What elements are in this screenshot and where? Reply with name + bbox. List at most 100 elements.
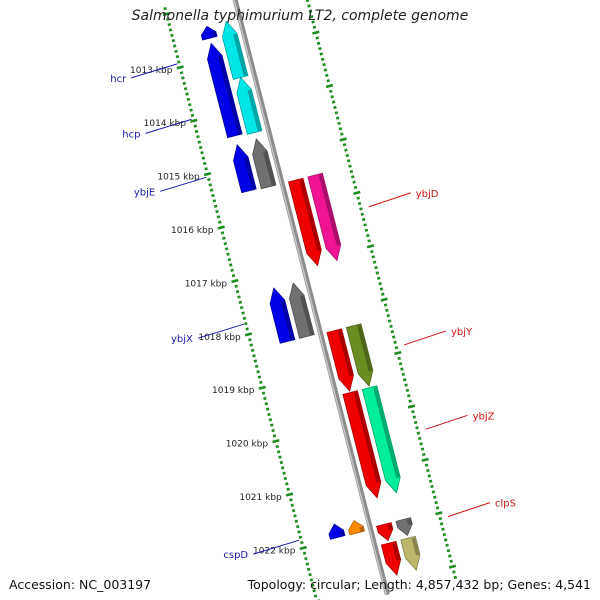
minor-tick-forward <box>353 185 358 190</box>
accession-value: NC_003197 <box>79 577 152 592</box>
major-tick-forward <box>421 457 429 462</box>
minor-tick-forward <box>449 559 453 563</box>
gene-ybjY-olive[interactable] <box>345 323 374 387</box>
major-tick-reverse <box>176 65 184 70</box>
minor-tick-forward <box>319 52 324 56</box>
gene-shade-ybjD <box>299 179 322 251</box>
gene-ybjZ-green[interactable] <box>361 385 401 494</box>
gene-label-cspD-blue[interactable]: cspD <box>223 550 248 561</box>
kbp-label: 1018 kbp <box>198 333 241 343</box>
minor-tick-forward <box>335 116 340 120</box>
minor-tick-reverse <box>163 6 167 11</box>
minor-tick-reverse <box>201 156 206 160</box>
minor-tick-forward <box>413 420 418 425</box>
kbp-label: 1021 kbp <box>239 493 282 503</box>
gene-label-clpS[interactable]: clpS <box>495 499 516 510</box>
major-tick-forward <box>394 350 402 356</box>
sequence-backbone <box>232 0 390 596</box>
minor-tick-forward <box>338 127 343 131</box>
gene-label-hcp-cyan[interactable]: hcp <box>122 129 140 140</box>
minor-tick-reverse <box>194 129 199 134</box>
minor-tick-forward <box>424 463 429 467</box>
minor-tick-forward <box>344 148 348 152</box>
minor-tick-forward <box>397 356 401 361</box>
minor-tick-reverse <box>309 578 314 582</box>
major-tick-reverse <box>258 385 266 390</box>
gene-ybjZ[interactable] <box>342 390 382 499</box>
minor-tick-reverse <box>185 92 189 96</box>
minor-tick-reverse <box>278 455 282 459</box>
minor-tick-forward <box>329 89 333 94</box>
minor-tick-reverse <box>297 530 301 534</box>
minor-tick-forward <box>331 100 336 104</box>
minor-tick-reverse <box>306 567 311 571</box>
minor-tick-forward <box>445 543 449 547</box>
gene-shade-ybjY <box>337 329 354 377</box>
gene-ybjD[interactable] <box>288 177 322 267</box>
minor-tick-forward <box>376 276 381 280</box>
minor-tick-reverse <box>248 338 252 342</box>
minor-tick-reverse <box>244 322 248 326</box>
minor-tick-reverse <box>280 466 285 470</box>
minor-tick-reverse <box>241 311 245 315</box>
minor-tick-reverse <box>171 39 176 43</box>
gene-label-ybjY[interactable]: ybjY <box>451 327 473 338</box>
minor-tick-forward <box>400 367 404 371</box>
minor-tick-forward <box>307 4 311 8</box>
minor-tick-forward <box>363 223 367 227</box>
minor-tick-reverse <box>256 370 260 374</box>
gene-shade-hcp <box>218 55 243 135</box>
minor-tick-forward <box>438 516 443 521</box>
topology-label: Topology: <box>247 577 307 592</box>
gene-shade-ybjE <box>263 150 276 187</box>
minor-tick-forward <box>407 394 411 398</box>
minor-tick-reverse <box>174 49 178 53</box>
minor-tick-reverse <box>197 140 202 144</box>
minor-tick-reverse <box>310 583 315 587</box>
gene-label-ybjX[interactable]: ybjX <box>171 334 193 345</box>
minor-tick-forward <box>446 548 451 553</box>
minor-tick-forward <box>401 372 406 377</box>
minor-tick-forward <box>350 175 355 179</box>
minor-tick-forward <box>435 506 440 510</box>
major-tick-reverse <box>244 332 253 337</box>
minor-tick-forward <box>441 527 445 531</box>
gene-ybjY[interactable] <box>326 328 354 392</box>
feature-layer <box>200 20 421 577</box>
minor-tick-forward <box>346 159 351 163</box>
major-tick-reverse <box>285 492 294 497</box>
minor-tick-forward <box>348 164 352 168</box>
major-tick-forward <box>448 564 457 569</box>
gene-shade-cspD <box>359 526 365 533</box>
minor-tick-forward <box>404 383 408 387</box>
label-leader-cspD-blue <box>252 539 300 555</box>
minor-tick-reverse <box>212 199 217 203</box>
kbp-label: 1019 kbp <box>212 386 255 396</box>
gene-label-ybjZ[interactable]: ybjZ <box>473 411 495 422</box>
minor-tick-reverse <box>172 44 177 48</box>
minor-tick-reverse <box>295 524 300 529</box>
kbp-label: 1013 kbp <box>130 66 173 76</box>
gene-ybjD-pink[interactable] <box>307 172 342 262</box>
minor-tick-forward <box>361 217 366 222</box>
minor-tick-forward <box>386 314 391 318</box>
minor-tick-reverse <box>252 354 256 358</box>
minor-tick-forward <box>370 249 374 254</box>
major-tick-reverse <box>217 225 225 230</box>
minor-tick-forward <box>318 47 322 51</box>
gene-shade-clpA <box>392 542 401 561</box>
gene-shade-clpS-grey <box>406 518 413 526</box>
label-leader-ybjD <box>368 192 411 208</box>
minor-tick-forward <box>374 265 378 270</box>
gene-label-ybjE[interactable]: ybjE <box>134 187 155 198</box>
gene-label-hcr[interactable]: hcr <box>110 74 127 85</box>
minor-tick-reverse <box>223 241 228 246</box>
kbp-label: 1016 kbp <box>171 226 214 236</box>
minor-tick-forward <box>371 255 376 259</box>
label-leader-clpS <box>447 502 491 518</box>
minor-tick-forward <box>402 378 407 382</box>
minor-tick-reverse <box>272 434 277 438</box>
gene-label-ybjD[interactable]: ybjD <box>416 189 439 200</box>
minor-tick-forward <box>439 522 444 526</box>
minor-tick-reverse <box>189 108 193 112</box>
